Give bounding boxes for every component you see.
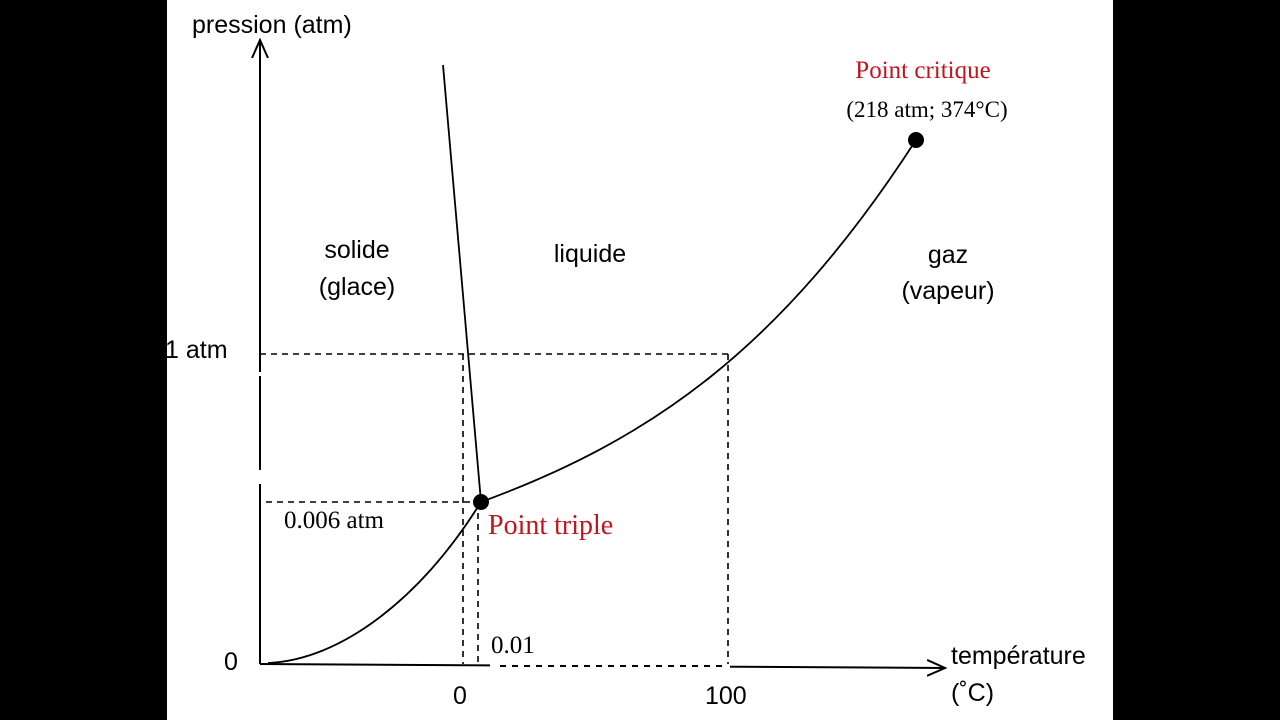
critical-point-label: Point critique <box>855 57 990 84</box>
tick-1atm: 1 atm <box>165 336 228 364</box>
x-axis-label-line2: (˚C) <box>951 679 994 707</box>
sublimation-curve <box>267 501 482 664</box>
region-gas: gaz <box>928 241 968 269</box>
triple-point-label: Point triple <box>488 510 613 541</box>
tick-001c: 0.01 <box>491 632 535 659</box>
region-solid-sub: (glace) <box>319 273 395 301</box>
fusion-curve <box>442 64 482 503</box>
x-axis-label-line1: température <box>951 642 1086 670</box>
region-gas-sub: (vapeur) <box>901 277 994 305</box>
region-liquid: liquide <box>554 240 626 268</box>
vaporization-curve <box>480 139 917 503</box>
triple-point-marker <box>473 494 489 510</box>
origin-label: 0 <box>224 648 238 676</box>
region-solid: solide <box>324 236 389 264</box>
critical-point-values: (218 atm; 374°C) <box>846 97 1007 122</box>
diagram-panel <box>167 0 1113 720</box>
tick-0c: 0 <box>453 682 467 710</box>
y-axis-label: pression (atm) <box>192 11 352 39</box>
tick-100c: 100 <box>705 682 747 710</box>
critical-point-marker <box>908 132 924 148</box>
tick-0006atm: 0.006 atm <box>284 507 385 534</box>
